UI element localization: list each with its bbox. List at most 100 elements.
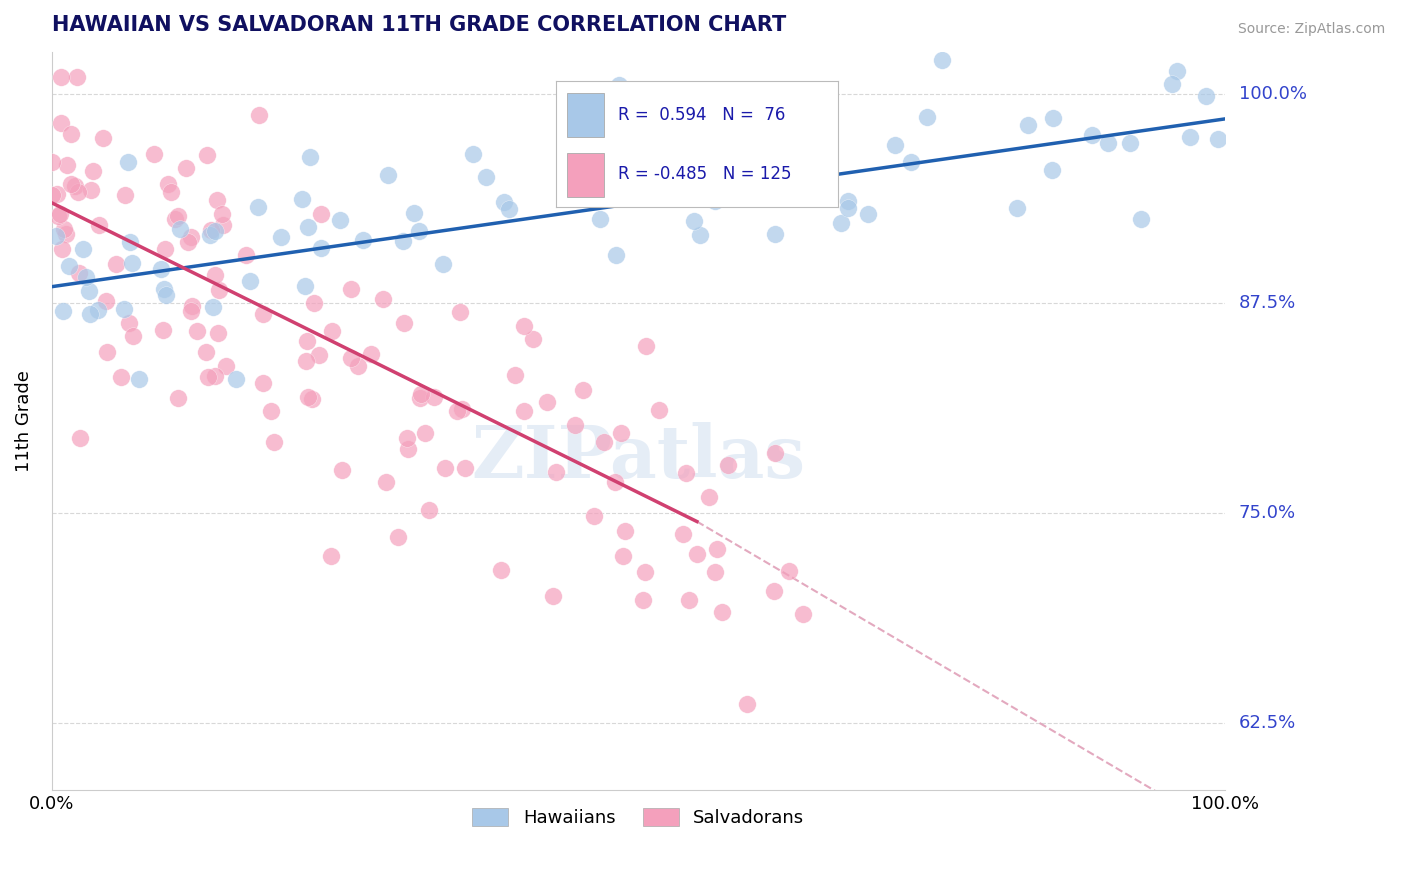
Point — [309, 207, 332, 221]
Point — [180, 304, 202, 318]
Point — [112, 302, 135, 317]
Point — [371, 292, 394, 306]
Point — [308, 348, 330, 362]
Point — [41, 155, 63, 169]
Point — [610, 425, 633, 440]
Point — [915, 110, 938, 124]
Point — [672, 527, 695, 541]
Point — [82, 164, 104, 178]
Point — [513, 319, 536, 334]
Point — [489, 563, 512, 577]
Point — [299, 150, 322, 164]
Point — [225, 372, 247, 386]
Point — [512, 404, 534, 418]
Point — [461, 147, 484, 161]
Point — [52, 303, 75, 318]
Point — [49, 70, 72, 84]
Point — [321, 325, 343, 339]
Point — [304, 296, 326, 310]
Point — [1118, 136, 1140, 151]
Point — [96, 344, 118, 359]
Point — [194, 344, 217, 359]
Point — [492, 195, 515, 210]
Point — [374, 475, 396, 489]
Point — [55, 227, 77, 241]
Point — [395, 431, 418, 445]
Point — [121, 256, 143, 270]
Point — [186, 324, 208, 338]
Point — [79, 307, 101, 321]
Point — [634, 339, 657, 353]
Point — [347, 359, 370, 373]
Point — [67, 185, 90, 199]
Point — [404, 206, 426, 220]
Point — [792, 607, 814, 622]
Point — [498, 202, 520, 216]
Point — [605, 248, 627, 262]
Text: 87.5%: 87.5% — [1239, 294, 1296, 312]
Point — [631, 592, 654, 607]
Point — [204, 224, 226, 238]
Point — [46, 209, 69, 223]
Point — [200, 222, 222, 236]
Point — [340, 351, 363, 366]
Point — [603, 475, 626, 489]
Point — [75, 269, 97, 284]
Point — [747, 139, 769, 153]
Point — [319, 549, 342, 563]
Point — [252, 376, 274, 390]
Point — [592, 434, 614, 449]
Point — [433, 461, 456, 475]
Point — [41, 188, 63, 202]
Point — [205, 193, 228, 207]
Y-axis label: 11th Grade: 11th Grade — [15, 370, 32, 472]
Point — [1042, 111, 1064, 125]
Point — [409, 386, 432, 401]
Point — [392, 235, 415, 249]
Point — [762, 583, 785, 598]
Point — [128, 372, 150, 386]
Point — [208, 284, 231, 298]
Point — [778, 564, 800, 578]
Point — [150, 261, 173, 276]
Point — [204, 268, 226, 283]
Point — [204, 369, 226, 384]
Point — [197, 369, 219, 384]
Point — [612, 549, 634, 563]
Point — [613, 524, 636, 538]
Point — [301, 392, 323, 407]
Point — [45, 187, 67, 202]
Point — [118, 235, 141, 249]
Text: ZIPatlas: ZIPatlas — [471, 422, 806, 493]
Point — [418, 503, 440, 517]
Point — [65, 70, 87, 84]
Point — [270, 230, 292, 244]
Text: 75.0%: 75.0% — [1239, 504, 1296, 522]
Point — [475, 170, 498, 185]
Point — [49, 207, 72, 221]
Point — [451, 402, 474, 417]
Point — [408, 224, 430, 238]
Point — [607, 78, 630, 92]
Point — [118, 316, 141, 330]
Text: 100.0%: 100.0% — [1239, 85, 1306, 103]
Text: Source: ZipAtlas.com: Source: ZipAtlas.com — [1237, 22, 1385, 37]
Point — [837, 201, 859, 215]
Point — [377, 168, 399, 182]
Point — [110, 369, 132, 384]
Point — [717, 458, 740, 472]
Point — [91, 131, 114, 145]
Point — [157, 177, 180, 191]
Point — [392, 316, 415, 330]
Point — [202, 300, 225, 314]
Point — [169, 222, 191, 236]
Point — [180, 299, 202, 313]
Point — [163, 212, 186, 227]
Point — [830, 215, 852, 229]
Point — [763, 227, 786, 241]
Point — [634, 565, 657, 579]
Point — [65, 178, 87, 193]
Point — [211, 218, 233, 232]
Point — [114, 188, 136, 202]
Point — [121, 328, 143, 343]
